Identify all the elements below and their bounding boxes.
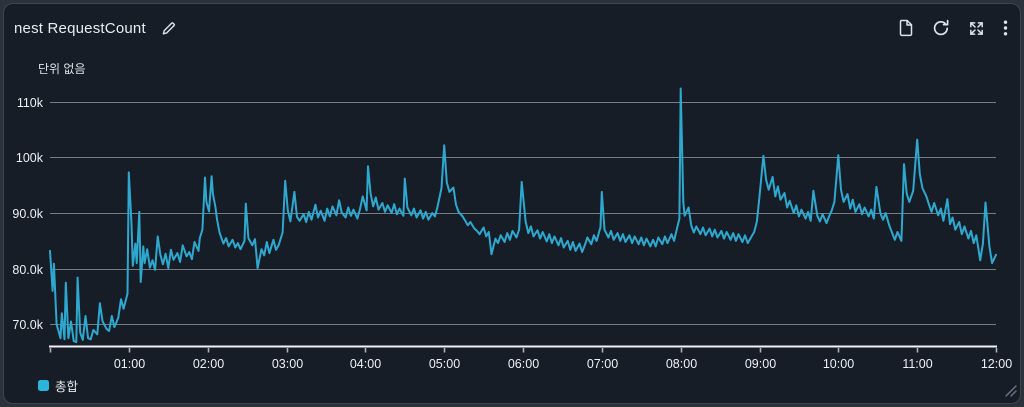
x-axis-label: 06:00 [508,357,539,371]
legend-label[interactable]: 총합 [55,380,79,394]
x-axis-label: 03:00 [272,357,303,371]
file-icon[interactable] [898,19,914,37]
y-axis-label: 80.0k [12,263,43,277]
x-axis-label: 02:00 [193,357,224,371]
x-axis-label: 01:00 [114,357,145,371]
x-axis-label: 12:00 [981,357,1012,371]
x-axis-label: 07:00 [587,357,618,371]
refresh-icon[interactable] [932,19,950,37]
x-axis-label: 10:00 [823,357,854,371]
panel-title: nest RequestCount [14,19,146,37]
series-line [49,87,997,344]
unit-label: 단위 없음 [38,62,86,76]
pencil-icon[interactable] [160,20,177,37]
more-icon[interactable] [1003,19,1008,37]
y-axis-label: 70.0k [12,318,43,332]
y-axis-label: 90.0k [12,207,43,221]
x-axis-label: 11:00 [902,357,932,371]
expand-icon[interactable] [968,20,985,37]
panel-toolbar [898,19,1008,37]
x-axis-label: 08:00 [666,357,697,371]
y-axis-label: 100k [16,151,44,165]
chart-legend: 총합 [38,376,78,395]
resize-handle-icon[interactable] [1003,383,1017,402]
y-axis-label: 110k [17,96,44,110]
panel-header: nest RequestCount [14,16,1008,40]
x-axis-label: 04:00 [350,357,381,371]
x-axis-label: 09:00 [745,357,776,371]
legend-swatch[interactable] [38,380,49,391]
x-axis-label: 05:00 [429,357,460,371]
